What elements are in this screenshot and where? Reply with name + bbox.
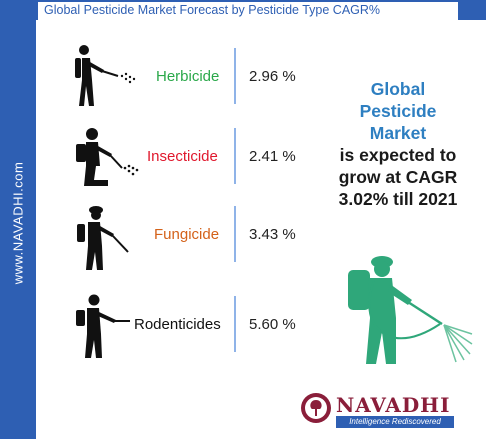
pesticide-row-herbicide: Herbicide 2.96 % xyxy=(36,44,306,114)
sidebar-bar xyxy=(0,0,36,439)
green-sprayer-illustration xyxy=(348,256,473,364)
header-box xyxy=(38,2,458,20)
page-title: Global Pesticide Market Forecast by Pest… xyxy=(44,3,381,17)
sidebar-brand[interactable]: www.NAVADHI.com xyxy=(8,148,28,298)
pesticide-label: Rodenticides xyxy=(134,316,221,333)
tree-emblem-icon xyxy=(301,393,331,423)
pesticide-label: Fungicide xyxy=(154,226,220,243)
pesticide-row-rodenticides: Rodenticides 5.60 % xyxy=(36,292,306,362)
pesticide-cagr: 5.60 % xyxy=(249,316,296,333)
headline-line: 3.02% till 2021 xyxy=(338,189,458,209)
logo-tagline: Intelligence Rediscovered xyxy=(336,416,454,428)
market-headline: Global Pesticide Market is expected to g… xyxy=(318,78,478,210)
headline-line: grow at CAGR xyxy=(338,167,458,187)
pesticide-label: Insecticide xyxy=(147,148,218,165)
herbicide-sprayer-icon xyxy=(75,45,136,106)
pesticide-row-insecticide: Insecticide 2.41 % xyxy=(36,124,306,194)
pesticide-cagr: 2.41 % xyxy=(249,148,296,165)
headline-line: Global xyxy=(370,79,426,99)
divider xyxy=(234,48,236,104)
headline-line: is expected to xyxy=(339,145,457,165)
logo-name: NAVADHI xyxy=(336,393,451,417)
header-cut xyxy=(458,0,486,20)
navadhi-logo[interactable]: NAVADHI Intelligence Rediscovered xyxy=(296,390,486,439)
headline-line: Pesticide xyxy=(359,101,437,121)
divider xyxy=(234,206,236,262)
pesticide-label: Herbicide xyxy=(156,68,220,85)
insecticide-sprayer-icon xyxy=(76,128,139,186)
pesticide-cagr: 3.43 % xyxy=(249,226,296,243)
fungicide-sprayer-icon xyxy=(77,206,129,270)
divider xyxy=(234,296,236,352)
rodenticide-sprayer-icon xyxy=(76,294,130,358)
divider xyxy=(234,128,236,184)
pesticide-row-fungicide: Fungicide 3.43 % xyxy=(36,202,306,272)
headline-line: Market xyxy=(369,123,427,143)
sidebar-brand-text: www.NAVADHI.com xyxy=(10,161,26,285)
pesticide-cagr: 2.96 % xyxy=(249,68,296,85)
